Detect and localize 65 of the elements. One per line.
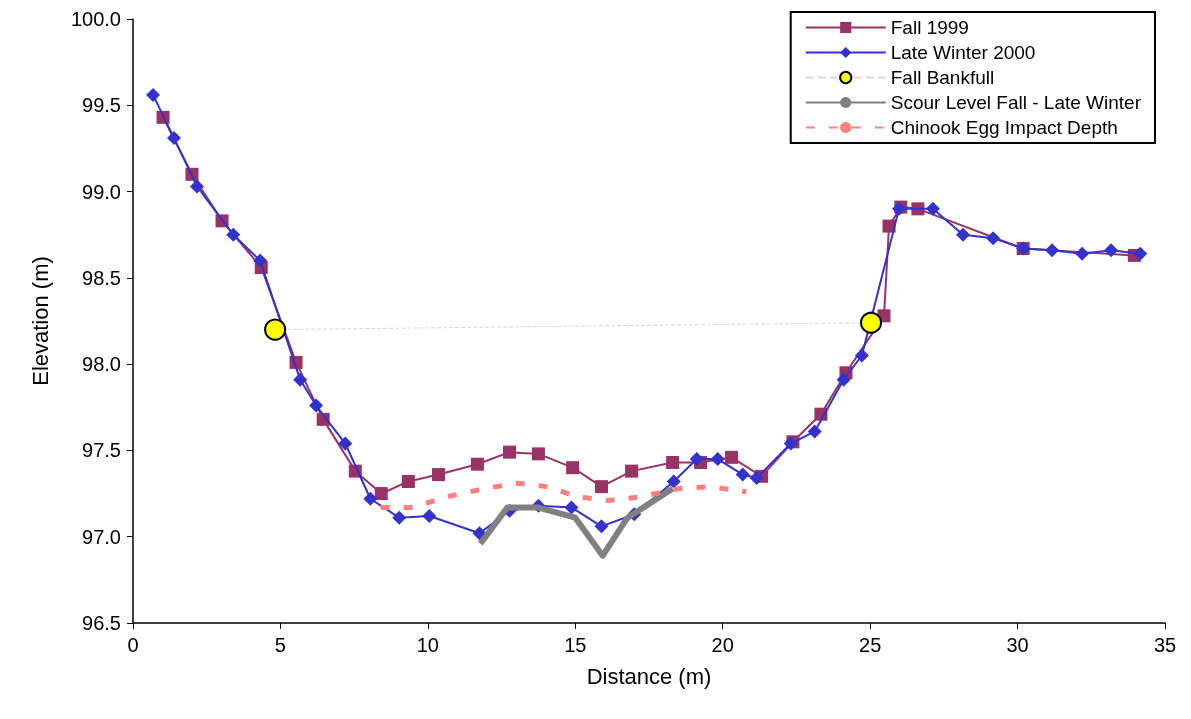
y-tick-label: 98.0: [82, 353, 121, 376]
point: [860, 311, 883, 334]
x-axis-title: Distance (m): [586, 663, 712, 689]
x-tick-label: 25: [859, 634, 882, 656]
x-tick-label: 20: [711, 634, 734, 656]
x-tick-label: 5: [274, 634, 286, 656]
point: [470, 457, 484, 471]
point: [338, 436, 353, 451]
point: [309, 398, 324, 413]
y-tick-label: 97.0: [82, 525, 121, 548]
point: [531, 447, 545, 461]
point: [566, 461, 580, 475]
legend-label: Late Winter 2000: [890, 42, 1036, 63]
point: [264, 318, 287, 341]
point: [725, 450, 739, 464]
point: [422, 509, 437, 524]
point: [749, 471, 764, 486]
point: [956, 227, 971, 242]
point: [392, 510, 407, 525]
point: [472, 526, 487, 541]
point: [293, 372, 308, 387]
x-tick-label: 0: [127, 634, 139, 656]
legend-label: Fall Bankfull: [890, 67, 995, 88]
point: [503, 445, 517, 459]
point: [807, 424, 822, 439]
point: [1075, 246, 1090, 261]
y-tick-label: 99.5: [82, 94, 121, 117]
point: [925, 201, 940, 216]
point: [689, 452, 704, 467]
point: [986, 231, 1001, 246]
y-axis-title: Elevation (m): [27, 256, 53, 386]
x-tick-label: 30: [1006, 634, 1029, 656]
point: [146, 87, 161, 102]
point: [1133, 246, 1148, 261]
point: [666, 456, 680, 470]
point: [189, 179, 204, 194]
point: [401, 474, 415, 488]
y-tick-label: 99.0: [82, 180, 121, 203]
point: [166, 131, 181, 146]
x-tick-label: 35: [1153, 634, 1177, 656]
point: [253, 253, 268, 268]
point: [1104, 243, 1119, 258]
x-tick-label: 10: [416, 634, 439, 656]
point: [431, 468, 445, 482]
y-tick-label: 97.5: [82, 439, 121, 462]
point: [1045, 243, 1060, 258]
point: [666, 474, 681, 489]
point: [564, 500, 579, 515]
legend-label: Scour Level Fall - Late Winter: [890, 92, 1142, 113]
y-tick-label: 100.0: [70, 8, 121, 30]
legend-label: Fall 1999: [890, 17, 969, 38]
point: [854, 348, 869, 363]
point: [595, 480, 609, 494]
point: [836, 372, 851, 387]
legend-label: Chinook Egg Impact Depth: [890, 117, 1118, 138]
y-tick-label: 98.5: [82, 266, 121, 289]
x-tick-label: 15: [564, 634, 587, 656]
y-tick-label: 96.5: [82, 612, 121, 634]
point: [226, 227, 241, 242]
point: [735, 467, 750, 482]
point: [363, 491, 378, 506]
point: [594, 519, 609, 534]
point: [374, 487, 388, 501]
point: [625, 464, 639, 478]
point: [710, 452, 725, 467]
